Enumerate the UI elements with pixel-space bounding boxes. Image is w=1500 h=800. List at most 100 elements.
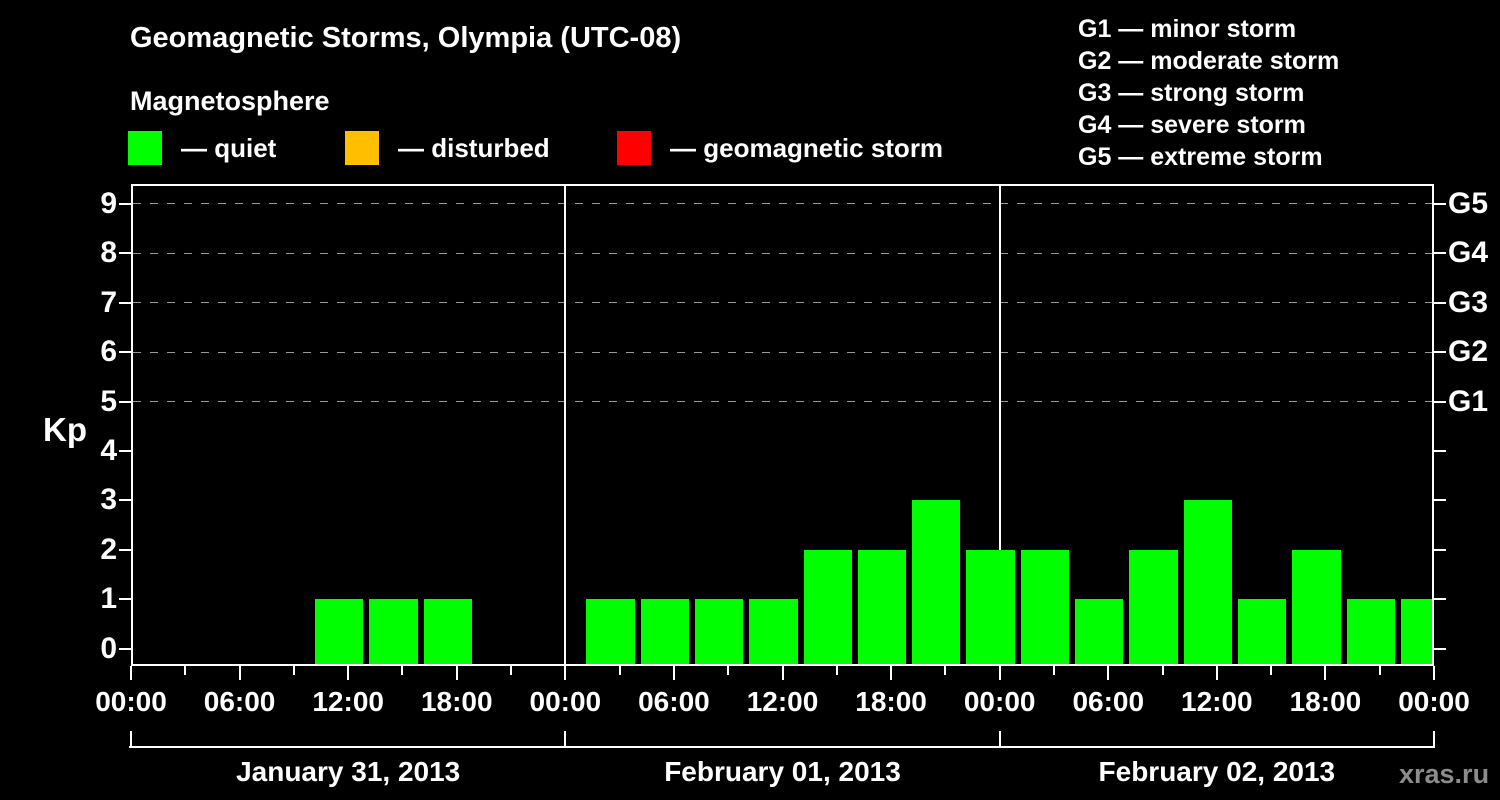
right-y-tick [1434,202,1446,205]
chart-title: Geomagnetic Storms, Olympia (UTC-08) [130,22,682,54]
right-y-tick [1434,400,1446,403]
g-axis-label: G2 [1448,335,1489,369]
y-tick [119,647,131,650]
x-tick-label: 06:00 [203,686,276,717]
kp-bar [749,599,798,664]
kp-bar [1075,599,1124,664]
y-axis-title: Kp [43,411,87,448]
g-axis-label: G3 [1448,285,1489,319]
x-tick-label: 06:00 [1072,686,1145,717]
x-tick [944,666,947,675]
kp-bar [1400,599,1432,664]
x-tick-label: 00:00 [95,686,167,717]
y-tick [119,202,131,205]
x-tick [510,666,513,675]
right-y-tick [1434,647,1446,650]
x-tick-label: 00:00 [1398,686,1470,717]
date-label: January 31, 2013 [236,756,461,787]
y-tick [119,499,131,502]
x-tick [1161,666,1164,675]
x-tick [564,666,567,680]
g1-legend-line: G1 — minor storm [1078,15,1297,43]
x-tick [1378,666,1381,675]
date-label: February 01, 2013 [664,756,901,787]
right-y-tick [1434,449,1446,452]
gridline [133,252,1432,254]
x-tick [1215,666,1218,680]
right-y-tick [1434,499,1446,502]
day-bracket-riser [130,731,132,748]
x-tick-label: 18:00 [855,686,927,717]
x-tick-label: 18:00 [420,686,493,717]
g2-legend-line: G2 — moderate storm [1078,47,1340,75]
storm-legend-swatch [617,131,651,165]
x-tick [130,666,132,680]
x-tick [184,666,187,675]
x-tick-label: 06:00 [638,686,710,717]
chart-subtitle: Magnetosphere [130,86,330,116]
y-tick [119,548,131,551]
y-tick-label: 0 [100,631,117,665]
g4-legend-line: G4 — severe storm [1078,111,1306,139]
date-label: February 02, 2013 [1098,756,1336,787]
day-bracket-riser [1433,731,1435,748]
kp-bar [369,599,418,664]
kp-bar [423,599,472,664]
kp-bar [695,599,744,664]
g3-legend-line: G3 — strong storm [1078,79,1305,107]
x-tick [727,666,730,675]
right-y-tick [1434,548,1446,551]
kp-bar [1020,549,1070,664]
x-tick-label: 00:00 [529,686,602,717]
kp-bar [912,500,961,664]
kp-bar [1129,549,1178,664]
kp-bar [314,599,364,664]
g-axis-label: G4 [1448,236,1489,270]
kp-bar [857,549,907,664]
y-tick-label: 6 [100,335,117,369]
kp-bar [966,549,1015,664]
y-tick-label: 8 [100,236,117,270]
right-y-tick [1434,252,1446,255]
kp-bar [640,599,689,664]
gridline [133,302,1432,304]
y-tick [119,351,131,354]
x-tick [1433,666,1435,680]
x-tick [1270,666,1273,675]
x-tick [347,666,350,680]
quiet-legend-label: — quiet [181,133,277,163]
kp-bar [1237,599,1287,664]
g-scale-legend: G1 — minor storm G2 — moderate storm G3 … [1078,13,1339,173]
x-tick [835,666,838,675]
y-tick-label: 1 [100,582,117,616]
right-y-tick [1434,351,1446,354]
storm-legend-label: — geomagnetic storm [670,133,944,163]
y-tick-label: 4 [100,433,117,467]
kp-bar [803,549,852,664]
x-tick [890,666,893,680]
kp-bar [1292,549,1341,664]
x-tick [238,666,241,680]
y-tick-label: 2 [100,532,117,566]
x-tick-label: 12:00 [312,686,384,717]
watermark: xras.ru [1399,759,1490,789]
x-tick [998,666,1001,680]
x-tick-label: 18:00 [1289,686,1362,717]
right-y-tick [1434,301,1446,304]
g-axis-label: G1 [1448,384,1489,418]
y-tick [119,252,131,255]
day-divider-line [998,186,1001,664]
kp-bar [1183,500,1232,664]
x-tick [455,666,458,680]
y-tick-label: 3 [100,483,117,517]
y-tick [119,301,131,304]
gridline [133,351,1432,353]
x-tick-label: 00:00 [963,686,1036,717]
gridline [133,203,1432,205]
g5-legend-line: G5 — extreme storm [1078,143,1323,171]
x-tick [1052,666,1055,675]
gridline [133,401,1432,402]
g-axis-label: G5 [1448,186,1489,220]
x-tick [1107,666,1110,680]
